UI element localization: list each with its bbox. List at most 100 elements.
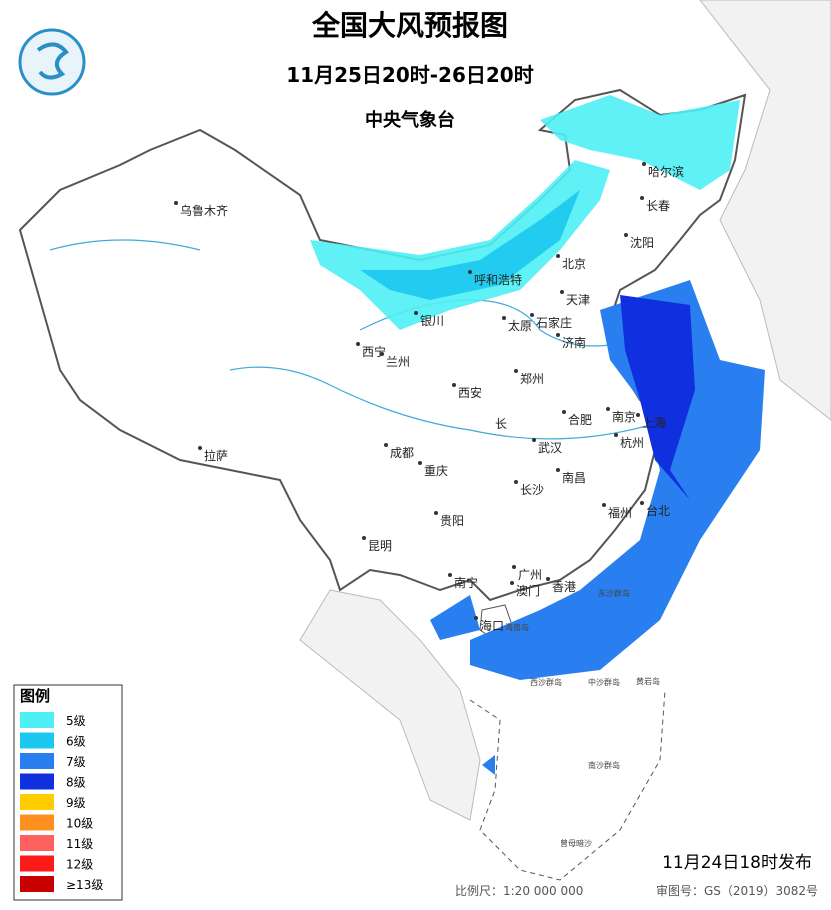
city-dot — [530, 313, 534, 317]
city-label: 银川 — [420, 314, 444, 328]
city-label: 西宁 — [362, 344, 386, 359]
city-label: 重庆 — [424, 464, 448, 478]
sea-boundary — [469, 689, 666, 881]
city-dot — [640, 501, 644, 505]
city-dot — [556, 333, 560, 337]
city-dot — [514, 480, 518, 484]
city-label: 呼和浩特 — [474, 272, 522, 287]
city-dot — [514, 369, 518, 373]
legend-swatch — [20, 835, 54, 851]
place-label: 长 — [495, 417, 507, 431]
city-label: 西安 — [458, 385, 482, 400]
city-label: 南宁 — [454, 575, 478, 590]
city-label: 武汉 — [538, 441, 562, 455]
legend-items: 5级 6级 7级 8级 9级 10级 11级 12级 ≥13级 — [20, 712, 103, 892]
city-dot — [602, 503, 606, 507]
city-label: 成都 — [390, 446, 414, 460]
legend-swatch — [20, 732, 54, 749]
city-dot — [624, 233, 628, 237]
city-label: 昆明 — [368, 539, 392, 553]
city-dot — [448, 573, 452, 577]
city-label: 济南 — [562, 335, 586, 350]
city-dot — [606, 407, 610, 411]
title: 全国大风预报图 — [311, 9, 508, 42]
city-dot — [560, 290, 564, 294]
city-label: 长春 — [646, 199, 670, 213]
place-label: 东沙群岛 — [598, 588, 630, 598]
legend-swatch — [20, 794, 54, 810]
city-label: 郑州 — [520, 371, 544, 386]
city-label: 拉萨 — [204, 448, 228, 463]
logo-mark — [36, 42, 69, 80]
city-dot — [640, 196, 644, 200]
city-label: 南昌 — [562, 470, 586, 485]
city-dot — [510, 581, 514, 585]
city-label: 香港 — [552, 580, 576, 594]
city-label: 乌鲁木齐 — [180, 203, 228, 218]
city-dot — [474, 616, 478, 620]
logo — [18, 28, 86, 96]
city-label: 澳门 — [516, 583, 540, 598]
legend-swatch — [20, 855, 54, 872]
city-label: 沈阳 — [630, 235, 654, 250]
place-label: 中沙群岛 — [588, 677, 620, 687]
city-label: 兰州 — [386, 355, 410, 369]
city-dot — [556, 254, 560, 258]
legend-swatch — [20, 814, 54, 831]
river — [49, 239, 651, 440]
city-dot — [198, 446, 202, 450]
neighbor-land — [699, 0, 831, 421]
city-label: 太原 — [508, 318, 532, 333]
city-dot — [452, 383, 456, 387]
legend-title: 图例 — [20, 687, 50, 705]
place-label: 海南岛 — [505, 622, 529, 632]
city-dot — [636, 413, 640, 417]
city-dot — [174, 201, 178, 205]
city-dot — [502, 316, 506, 320]
legend-swatch — [20, 876, 54, 892]
city-label: 石家庄 — [536, 315, 572, 330]
legend-label: 6级 — [66, 735, 86, 749]
legend-swatch — [20, 712, 54, 728]
legend-label: 8级 — [66, 776, 86, 790]
city-dot — [434, 511, 438, 515]
city-label: 杭州 — [620, 435, 644, 450]
city-dot — [362, 536, 366, 540]
wind-area-5 — [310, 160, 610, 330]
city-label: 海口 — [480, 618, 504, 633]
legend-swatch — [20, 773, 54, 790]
city-dot — [556, 468, 560, 472]
wind-area-5 — [540, 95, 740, 190]
wind-area-7 — [482, 755, 495, 775]
city-dot — [512, 565, 516, 569]
place-label: 曾母暗沙 — [560, 838, 592, 848]
city-dot — [384, 443, 388, 447]
issued: 11月24日18时发布 — [662, 853, 812, 873]
city-dot — [468, 270, 472, 274]
city-dot — [614, 433, 618, 437]
legend-label: 9级 — [66, 796, 86, 810]
wind-area-6 — [360, 190, 580, 300]
city-label: 北京 — [562, 257, 586, 271]
legend-label: 5级 — [66, 714, 86, 728]
legend-label: 7级 — [66, 755, 86, 769]
city-label: 福州 — [608, 505, 632, 520]
city-label: 贵阳 — [440, 514, 464, 528]
city-label: 天津 — [566, 293, 590, 307]
legend-label: 11级 — [66, 837, 93, 851]
city-dot — [418, 461, 422, 465]
legend-label: 10级 — [66, 817, 93, 831]
city-label: 哈尔滨 — [648, 164, 684, 179]
city-dot — [562, 410, 566, 414]
city-label: 广州 — [518, 568, 542, 582]
neighbor-land — [299, 589, 481, 821]
legend-label: 12级 — [66, 858, 93, 872]
period: 11月25日20时-26日20时 — [286, 63, 533, 87]
place-label: 西沙群岛 — [530, 677, 562, 687]
city-label: 南京 — [612, 409, 636, 424]
scale: 比例尺：1:20 000 000 — [455, 884, 583, 898]
issuer: 中央气象台 — [365, 109, 455, 131]
review: 审图号：GS（2019）3082号 — [656, 883, 818, 898]
legend-swatch — [20, 753, 54, 769]
